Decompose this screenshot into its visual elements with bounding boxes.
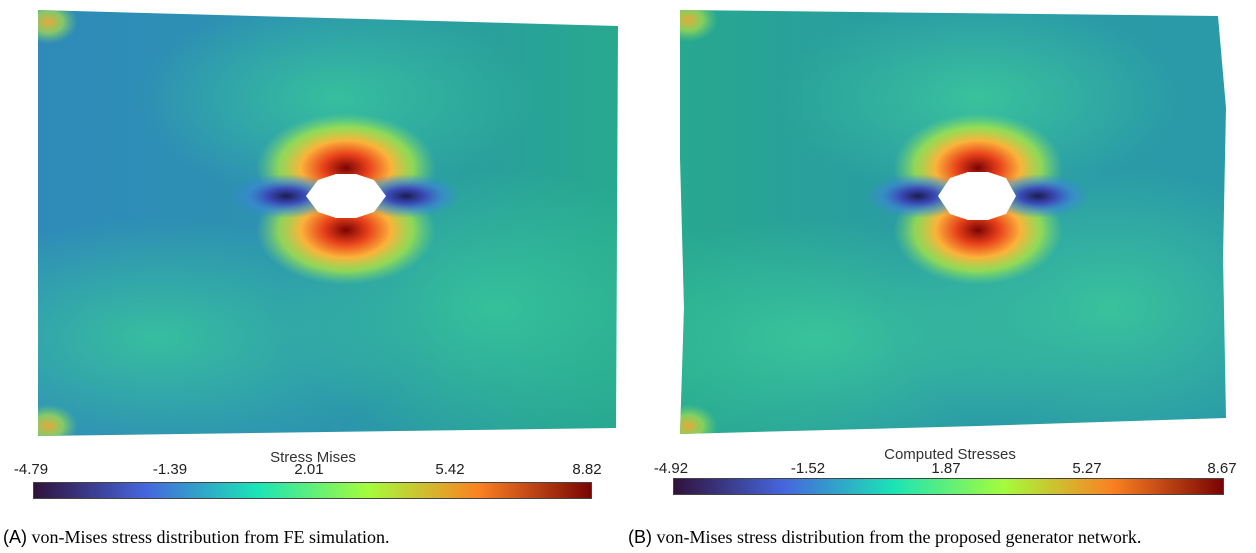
colorbar-tick: 8.82 xyxy=(572,461,602,478)
colorbar-tick: 5.42 xyxy=(435,461,465,478)
stress-contour-image xyxy=(38,10,618,436)
caption-tag: (B) xyxy=(628,527,652,547)
stress-contour-image xyxy=(680,10,1226,434)
colorbar-tick: -1.39 xyxy=(152,461,188,478)
colorbar-tick: -1.52 xyxy=(790,460,826,477)
caption-b: (B) von-Mises stress distribution from t… xyxy=(628,527,1141,548)
hole xyxy=(306,174,386,218)
caption-text: von-Mises stress distribution from FE si… xyxy=(31,527,390,547)
stress-field-plot-a xyxy=(36,8,618,438)
caption-a: (A) von-Mises stress distribution from F… xyxy=(3,527,390,548)
colorbar xyxy=(33,482,592,499)
caption-text: von-Mises stress distribution from the p… xyxy=(656,527,1142,547)
colorbar-tick: 2.01 xyxy=(294,461,324,478)
colorbar-tick: 1.87 xyxy=(931,460,961,477)
colorbar-title: Computed Stresses xyxy=(884,446,1016,463)
stress-field-plot-b xyxy=(678,8,1238,438)
colorbar-tick: -4.79 xyxy=(13,461,49,478)
panel-b: Computed Stresses -4.92 -1.52 1.87 5.27 … xyxy=(628,0,1256,553)
colorbar-tick: 8.67 xyxy=(1207,460,1237,477)
colorbar xyxy=(673,478,1224,495)
colorbar-title: Stress Mises xyxy=(270,449,356,466)
panel-a: Stress Mises -4.79 -1.39 2.01 5.42 8.82 … xyxy=(0,0,620,553)
colorbar-tick: -4.92 xyxy=(653,460,689,477)
colorbar-tick: 5.27 xyxy=(1072,460,1102,477)
hole xyxy=(938,172,1016,220)
caption-tag: (A) xyxy=(3,527,27,547)
